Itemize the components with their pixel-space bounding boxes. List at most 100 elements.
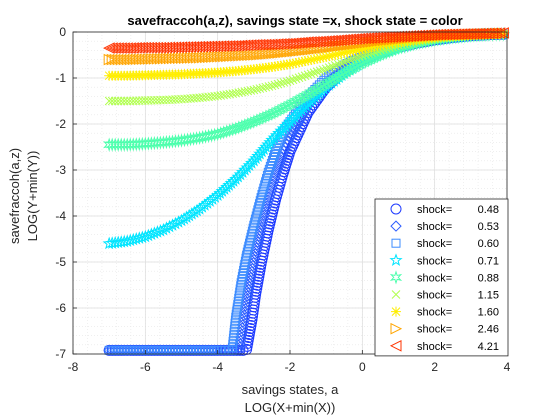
data-point <box>276 78 286 88</box>
data-point <box>300 56 311 67</box>
data-point <box>271 147 281 157</box>
data-point <box>240 259 250 269</box>
data-point <box>212 51 224 63</box>
x-axis-label-line-1: savings states, a <box>242 382 340 397</box>
data-point <box>109 53 122 66</box>
data-point <box>324 63 334 73</box>
x-tick-label: -6 <box>140 360 151 374</box>
data-point <box>312 67 322 77</box>
data-point <box>251 48 263 61</box>
data-point <box>139 53 152 65</box>
legend-marker <box>391 290 401 299</box>
x-axis-label-line-2: LOG(X+min(X)) <box>245 400 336 415</box>
y-axis-label-line-2: LOG(Y+min(Y)) <box>25 151 40 242</box>
legend-label-prefix: shock= <box>417 272 452 284</box>
data-point <box>354 44 365 55</box>
data-point <box>256 110 270 125</box>
x-tick-label: 4 <box>504 360 511 374</box>
data-point <box>339 57 349 67</box>
data-point <box>345 46 356 57</box>
data-point <box>284 45 297 58</box>
data-point <box>294 73 304 83</box>
legend-label-value: 0.53 <box>478 221 499 233</box>
data-point <box>336 48 347 59</box>
legend-label-value: 0.88 <box>478 272 499 284</box>
y-tick-label: -2 <box>55 117 66 131</box>
data-point <box>172 52 185 65</box>
data-point <box>265 161 275 171</box>
data-point <box>244 238 254 248</box>
data-point <box>329 40 342 53</box>
y-tick-label: -5 <box>55 255 66 269</box>
data-point <box>294 57 305 68</box>
data-point <box>185 52 197 64</box>
legend-marker <box>391 306 401 317</box>
data-point <box>330 49 341 60</box>
data-point <box>279 78 289 87</box>
data-point <box>441 29 453 41</box>
data-point <box>339 47 350 58</box>
data-point <box>182 52 194 64</box>
data-point <box>248 223 258 233</box>
y-tick-label: -7 <box>55 347 66 361</box>
data-point <box>321 51 332 62</box>
legend-label-value: 1.15 <box>478 290 499 302</box>
data-point <box>236 278 246 288</box>
data-point <box>176 52 188 65</box>
data-point <box>287 126 299 139</box>
data-point <box>160 52 173 65</box>
y-tick-label: 0 <box>59 25 66 39</box>
data-point <box>246 232 256 242</box>
data-point <box>244 241 254 251</box>
data-point <box>372 40 383 51</box>
data-point <box>288 75 298 85</box>
data-point <box>194 51 206 64</box>
legend-marker <box>389 253 403 266</box>
legend-label-value: 2.46 <box>478 324 499 336</box>
data-point <box>169 52 182 65</box>
legend-marker <box>389 270 403 285</box>
legend-marker <box>390 220 402 232</box>
data-point <box>240 256 250 266</box>
data-point <box>357 44 368 55</box>
legend-label-prefix: shock= <box>417 221 452 233</box>
data-point <box>239 265 249 275</box>
data-point <box>305 43 318 56</box>
data-point <box>230 50 242 62</box>
data-point <box>333 59 343 69</box>
legend-label-value: 0.60 <box>478 238 499 250</box>
legend: shock= 0.48 shock= 0.53 shock= 0.60 shock= 0.71… <box>374 198 509 357</box>
data-point <box>315 66 325 76</box>
data-point <box>333 49 344 60</box>
data-point <box>157 52 170 65</box>
legend-label-prefix: shock= <box>417 290 452 302</box>
y-tick-label: -4 <box>55 209 66 223</box>
legend-label-prefix: shock= <box>417 307 452 319</box>
data-point <box>332 40 345 52</box>
data-point <box>327 62 337 71</box>
data-point <box>200 51 212 64</box>
data-point <box>163 52 176 65</box>
ticks: -8 -6 -4 -2 0 2 4 -7 -6 -5 -4 -3 -2 -1 0 <box>55 25 510 374</box>
data-point <box>206 51 218 63</box>
data-point <box>142 53 155 65</box>
data-point <box>269 47 282 60</box>
data-point <box>278 46 291 59</box>
data-point <box>252 208 262 218</box>
data-point <box>309 68 319 78</box>
data-point <box>389 33 402 46</box>
data-point <box>197 51 209 64</box>
data-point <box>493 27 506 39</box>
data-point <box>365 36 378 48</box>
data-point <box>209 51 221 63</box>
data-point <box>366 42 377 53</box>
data-point <box>348 45 359 56</box>
data-point <box>130 53 143 66</box>
data-point <box>260 180 270 190</box>
data-point <box>275 46 288 59</box>
legend-label-value: 0.48 <box>478 204 499 216</box>
legend-label-prefix: shock= <box>417 255 452 267</box>
data-point <box>262 170 272 180</box>
data-point <box>188 52 200 64</box>
legend-marker <box>390 203 402 215</box>
